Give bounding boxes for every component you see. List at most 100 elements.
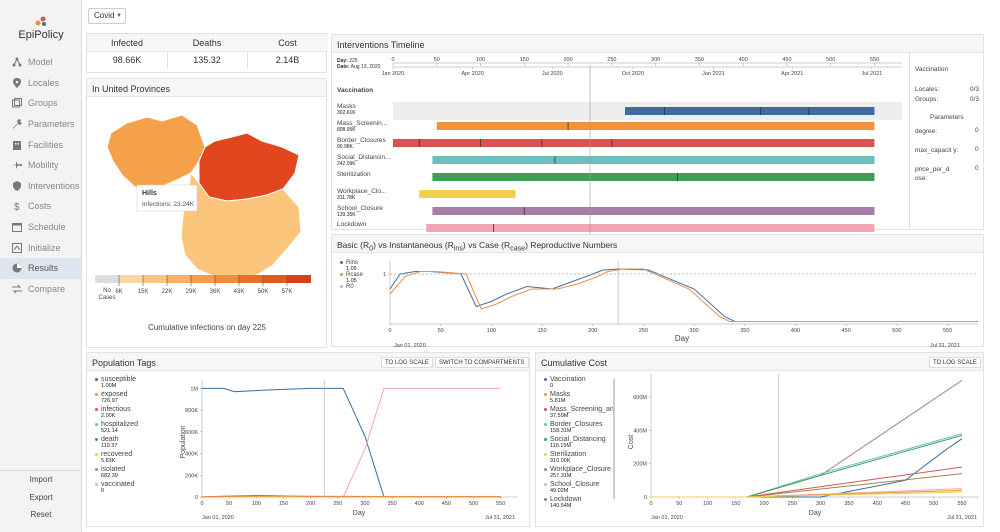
x-tick-label: 400 xyxy=(873,501,882,507)
scenario-select-value: Covid xyxy=(94,11,115,20)
sidebar-item-results[interactable]: Results xyxy=(0,257,82,279)
cost-legend-item[interactable]: Border_Closures 158.31M xyxy=(544,421,603,434)
repro-chart: 0 50 100 150 200 250 300 350 400 450 500 550 1 Jan 01… xyxy=(383,261,978,348)
legend-swatch xyxy=(287,275,311,283)
timeline-bar-school-closure[interactable] xyxy=(426,224,875,232)
population-legend-item[interactable]: death 110.37 xyxy=(95,436,119,449)
legend-value: 910.00K xyxy=(550,458,571,464)
cost-legend-item[interactable]: Vaccination 0 xyxy=(544,376,586,389)
legend-value: 37.59M xyxy=(550,413,569,419)
x-tick-label: 500 xyxy=(929,501,938,507)
timeline-row-label[interactable]: Social_Distancin... 242.09K xyxy=(337,154,390,167)
timeline-bar-mass-screenin-[interactable] xyxy=(393,139,875,147)
date-tick-label: Jan 2021 xyxy=(702,71,725,77)
sidebar-export-button[interactable]: Export xyxy=(29,492,53,502)
population-legend-item[interactable]: isolated 682.39 xyxy=(95,466,125,479)
map-region-hills[interactable] xyxy=(180,171,302,280)
population-legend-item[interactable]: hospitalized 521.14 xyxy=(95,421,138,434)
timeline-row-label[interactable]: Border_Closures 90.98K xyxy=(337,137,386,150)
legend-label: 57K xyxy=(282,289,293,295)
timeline-row-label[interactable]: Lockdown xyxy=(337,221,366,228)
repro-legend-item[interactable]: Rins 1.05 xyxy=(340,260,358,272)
y-axis-label: Cost xyxy=(628,435,635,449)
scenario-select[interactable]: Covid ▼ xyxy=(88,8,126,24)
x-axis-label: Day xyxy=(675,334,689,343)
population-legend-item[interactable]: susceptible 1.00M xyxy=(95,376,136,389)
x-tick-label: 200 xyxy=(760,501,769,507)
timeline-row-label[interactable]: Vaccination xyxy=(337,87,373,94)
timeline-row-label[interactable]: School_Closure 139.35K xyxy=(337,205,383,218)
population-legend-item[interactable]: infectious 2.00K xyxy=(95,406,131,419)
day-tick-label: 450 xyxy=(782,57,791,63)
side-groups-value: 0/3 xyxy=(970,96,980,103)
timeline-bar-border-closures[interactable] xyxy=(432,156,875,164)
cost-legend-item[interactable]: Mass_Screening_an 37.59M xyxy=(544,406,614,419)
timeline-row-label[interactable]: Mass_Screenin... 808.95K xyxy=(337,120,387,133)
sidebar-reset-button[interactable]: Reset xyxy=(30,510,52,519)
switch-compartments-button[interactable]: SWITCH TO COMPARTMENTS xyxy=(435,357,529,368)
timeline-bar-social-distancin-[interactable] xyxy=(432,173,875,181)
timeline-row-label[interactable]: Sterilization xyxy=(337,171,371,178)
legend-dot xyxy=(544,392,547,396)
series-line-social_distancing xyxy=(651,434,963,498)
timeline-row-name: Masks xyxy=(337,103,356,110)
side-param-value: 0 xyxy=(975,146,979,153)
side-title: Vaccination xyxy=(915,66,949,73)
x-tick-label: 350 xyxy=(844,501,853,507)
cost-legend-item[interactable]: Masks 5.81M xyxy=(544,391,570,404)
population-log-button[interactable]: TO LOG SCALE xyxy=(381,357,433,368)
stat-cost: Cost 2.14B xyxy=(247,34,328,68)
repro-legend-item[interactable]: R0 xyxy=(340,284,354,290)
cost-legend-item[interactable]: School_Closure 49.02M xyxy=(544,481,599,494)
sidebar-item-locales[interactable]: Locales xyxy=(0,73,82,94)
sidebar-item-model[interactable]: Model xyxy=(0,52,82,73)
sidebar-item-label: Interventions xyxy=(28,180,80,191)
sidebar-item-label: Locales xyxy=(28,77,60,88)
sidebar-item-facilities[interactable]: Facilities xyxy=(0,134,82,155)
timeline-row-label[interactable]: Masks 302.61K xyxy=(337,103,356,116)
sidebar-item-initialize[interactable]: Initialize xyxy=(0,237,82,258)
repro-legend-item[interactable]: Rcase 1.05 xyxy=(340,272,363,284)
x-tick-label: 450 xyxy=(901,501,910,507)
population-legend-item[interactable]: vaccinated 0 xyxy=(95,481,134,494)
x-date-start: Jan 01, 2020 xyxy=(202,515,234,521)
cost-legend-item[interactable]: Sterilization 910.00K xyxy=(544,451,586,464)
legend-label: 22K xyxy=(162,289,173,295)
cost-legend-item[interactable]: Workplace_Closure 257.31M xyxy=(544,466,611,479)
legend-scrollbar[interactable] xyxy=(613,379,615,499)
day-value: 225 xyxy=(349,58,358,64)
cost-legend-item[interactable]: Social_Distancing 116.15M xyxy=(544,436,606,449)
timeline-bar-masks[interactable] xyxy=(436,122,875,130)
legend-value: 1.05 xyxy=(346,266,357,272)
timeline-bar-workplace-clo-[interactable] xyxy=(432,207,875,215)
date-tick-label: Apr 2021 xyxy=(781,71,803,77)
sidebar-item-groups[interactable]: Groups xyxy=(0,93,82,114)
side-param-name: degree: xyxy=(915,128,938,135)
x-tick-label: 550 xyxy=(957,501,966,507)
cost-legend-item[interactable]: Lockdown 140.54M xyxy=(544,496,582,509)
sidebar-item-compare[interactable]: Compare xyxy=(0,279,82,300)
legend-name: death xyxy=(101,436,119,443)
x-tick-label: 100 xyxy=(252,501,261,507)
x-tick-label: 550 xyxy=(943,328,952,334)
timeline-bar-sterilization[interactable] xyxy=(419,190,516,198)
stats-panel: Infected 98.66K Deaths 135.32 Cost 2.14B xyxy=(86,33,328,73)
population-legend-item[interactable]: exposed 726.97 xyxy=(95,391,127,404)
legend-value: 726.97 xyxy=(101,398,118,404)
cost-log-button[interactable]: TO LOG SCALE xyxy=(929,357,981,368)
sidebar-item-costs[interactable]: $ Costs xyxy=(0,196,82,217)
sidebar-item-label: Compare xyxy=(28,283,66,294)
sidebar-import-button[interactable]: Import xyxy=(29,475,53,484)
sidebar-item-schedule[interactable]: Schedule xyxy=(0,217,82,238)
legend-value: 140.54M xyxy=(550,503,572,509)
sidebar-item-interventions[interactable]: Interventions xyxy=(0,176,82,197)
x-tick-label: 300 xyxy=(816,501,825,507)
population-legend-item[interactable]: recovered 5.83K xyxy=(95,451,132,464)
sidebar-item-parameters[interactable]: Parameters xyxy=(0,114,82,135)
timeline-bar-vaccination[interactable] xyxy=(624,107,875,115)
day-tick-label: 300 xyxy=(651,57,660,63)
y-tick-label: 600K xyxy=(185,430,198,436)
sidebar-item-mobility[interactable]: Mobility xyxy=(0,155,82,176)
timeline-row-label[interactable]: Workplace_Clo... 311.78K xyxy=(337,188,386,201)
